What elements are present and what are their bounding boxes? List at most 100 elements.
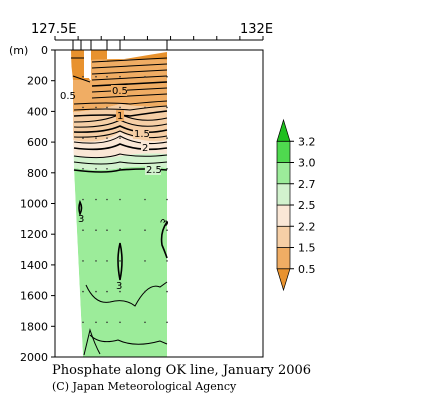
sample-point [82, 229, 84, 231]
sample-point [119, 75, 121, 78]
sample-point [119, 321, 121, 324]
y-tick-label: 1800 [20, 320, 48, 333]
sample-point [119, 137, 121, 139]
contour-line [73, 143, 168, 151]
y-tick-label: 800 [27, 167, 48, 180]
colorbar-level-label: 3.0 [298, 157, 316, 170]
contour-line [91, 69, 168, 75]
contour-line [91, 57, 168, 63]
contour-label-bg [111, 85, 127, 96]
y-tick-label: 1400 [20, 259, 48, 272]
y-axis-unit-label: (m) [9, 44, 28, 57]
colorbar-level-label: 2.7 [298, 178, 316, 191]
sample-point [144, 290, 146, 293]
colorbar-bin [276, 183, 291, 206]
colorbar-level-label: 1.5 [298, 242, 316, 255]
sample-point [166, 168, 168, 170]
sample-point [144, 75, 146, 78]
colorbar-bin [276, 268, 291, 292]
colorbar-bin [276, 162, 291, 185]
sample-point [166, 198, 168, 201]
sample-point [82, 137, 84, 139]
sample-point [119, 168, 121, 170]
y-tick-label: 1000 [20, 198, 48, 211]
no-data-wedge [55, 50, 83, 357]
contour-label-bg [141, 142, 149, 153]
sample-point [106, 290, 108, 293]
contour-line [73, 161, 168, 165]
contour-label: 0.5 [112, 86, 128, 97]
longitude-ticks [54, 36, 264, 40]
colorbar-bin [276, 118, 291, 142]
colorbar-level-label: 2.2 [298, 220, 316, 233]
contour-line [73, 135, 168, 144]
sample-point [106, 260, 108, 262]
colorbar: 0.5 1.5 2.2 2.5 2.7 3.0 3.2 [276, 118, 316, 292]
field-green-deep [74, 166, 167, 357]
contour-line [89, 334, 168, 345]
longitude-label-west: 127.5E [31, 22, 76, 37]
sample-point [106, 198, 108, 201]
contour-line [91, 75, 168, 81]
contour-label: 3 [78, 214, 84, 225]
contour-label: 3 [116, 281, 122, 292]
sample-point [82, 198, 84, 201]
contour-label: 3 [159, 217, 172, 228]
contour-line [73, 100, 168, 105]
y-tick-label: 400 [27, 105, 48, 118]
sample-point [166, 75, 168, 78]
colorbar-bin [276, 140, 291, 163]
sample-point [95, 229, 97, 231]
sample-point [82, 168, 84, 170]
sample-point [82, 75, 84, 78]
y-axis: 0 200 400 600 800 1000 1200 1400 1600 1800 2000 [20, 44, 55, 364]
colorbar-level-label: 3.2 [298, 135, 316, 148]
sample-point [95, 290, 97, 293]
contour-line [73, 110, 168, 117]
sample-point [106, 106, 108, 109]
sample-point [119, 106, 121, 109]
sample-point [166, 290, 168, 293]
sample-point [119, 198, 121, 201]
contour-line [73, 153, 168, 159]
contour-line [91, 87, 168, 93]
contour-loop [117, 242, 123, 281]
contour-line [85, 281, 168, 307]
sample-point [166, 106, 168, 109]
contour-label: 1 [117, 111, 123, 122]
contour-line [91, 81, 168, 87]
sample-point [82, 321, 84, 324]
chart-title: Phosphate along OK line, January 2006 [52, 363, 311, 378]
credit-text: (C) Japan Meteorological Agency [52, 380, 237, 393]
contour-label: 2.5 [146, 165, 162, 176]
contour-line [73, 105, 168, 111]
contour-label-bg [133, 128, 149, 139]
colorbar-level-label: 2.5 [298, 199, 316, 212]
sample-point [95, 137, 97, 139]
contour-label-bg [59, 90, 73, 100]
no-data-mask [55, 50, 91, 357]
contour-loop [78, 199, 83, 217]
colorbar-bin [276, 247, 291, 270]
sample-point [144, 321, 146, 324]
sample-point [95, 75, 97, 78]
sample-point [82, 106, 84, 109]
contour-lines [71, 57, 168, 356]
sample-point [119, 229, 121, 231]
longitude-label-east: 132E [240, 22, 273, 37]
sample-point [166, 137, 168, 139]
contour-label: 0.5 [60, 91, 76, 102]
sample-point [82, 290, 84, 293]
colorbar-bin [276, 225, 291, 248]
y-tick-label: 1200 [20, 228, 48, 241]
longitude-axis: 127.5E 132E [31, 22, 273, 50]
y-tick-label: 0 [41, 44, 48, 57]
contour-label: 2 [142, 143, 148, 154]
sample-point [144, 106, 146, 109]
sample-point [82, 260, 84, 262]
contour-line [91, 63, 168, 69]
sample-point [95, 321, 97, 324]
sample-point [119, 290, 121, 293]
no-data-notch [84, 50, 91, 78]
